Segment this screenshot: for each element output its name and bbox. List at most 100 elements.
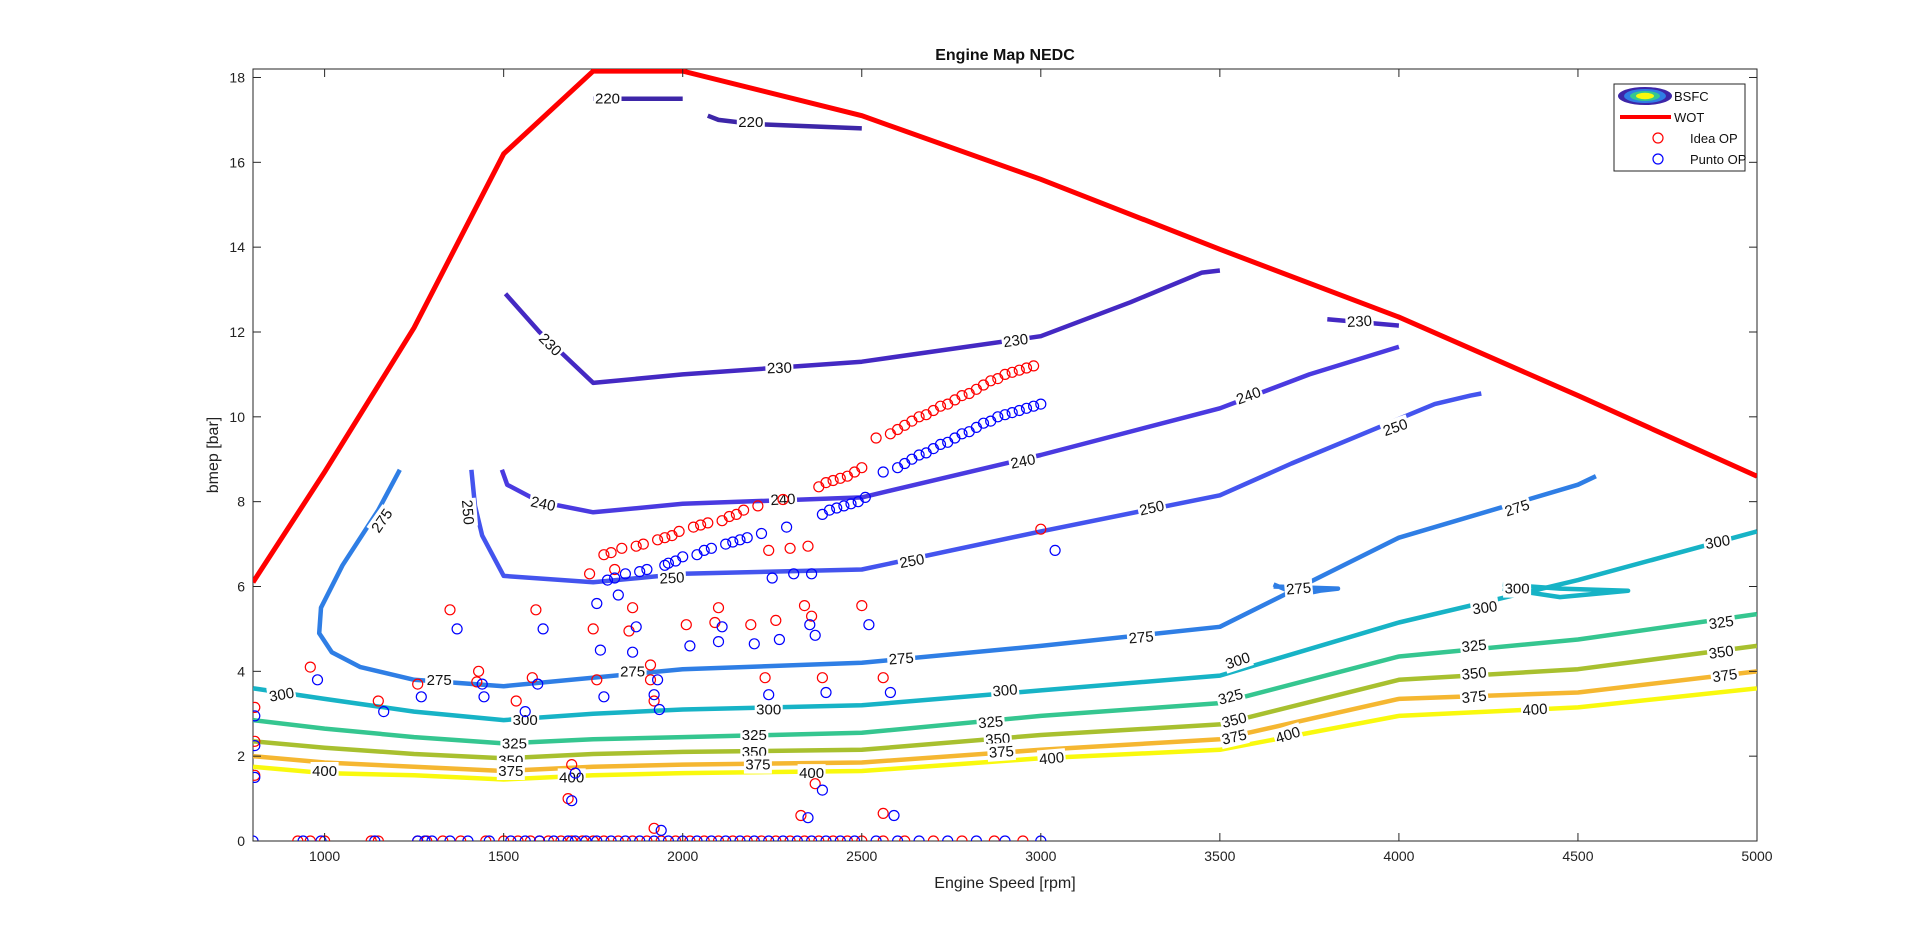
punto-op-point xyxy=(734,534,746,546)
idea-op-point xyxy=(587,623,599,635)
operating-points xyxy=(253,360,1061,841)
contour-label-400: 400 xyxy=(1274,724,1303,748)
idea-op-point xyxy=(542,835,554,841)
contour-label-group: 300 xyxy=(1503,579,1532,598)
contour-label-group: 325 xyxy=(975,712,1006,733)
idea-op-point xyxy=(609,563,621,576)
punto-op-point xyxy=(619,568,632,580)
idea-op-point xyxy=(480,835,492,841)
idea-op-point xyxy=(524,835,537,841)
contour-label-400: 400 xyxy=(1522,701,1548,720)
y-axis-title: bmep [bar] xyxy=(205,417,222,493)
contour-label-230: 230 xyxy=(1347,313,1373,331)
idea-op-point xyxy=(798,599,811,612)
red-circle-marker-icon xyxy=(1652,132,1664,144)
y-tick-label: 2 xyxy=(237,748,245,764)
punto-op-point xyxy=(705,835,717,841)
punto-op-point xyxy=(426,835,438,841)
idea-op-point xyxy=(727,835,739,841)
contour-label-group: 250 xyxy=(1136,496,1168,520)
idea-op-point xyxy=(770,614,782,627)
punto-op-point xyxy=(609,572,621,584)
contour-label-bg xyxy=(736,113,765,131)
contour-label-bg xyxy=(1706,641,1737,664)
contour-label-bg xyxy=(1459,663,1489,684)
contour-label-bg xyxy=(1520,699,1550,720)
punto-op-point xyxy=(451,623,463,635)
punto-op-point xyxy=(1013,404,1025,417)
contour-label-group: 325 xyxy=(1706,611,1737,634)
idea-op-point xyxy=(712,602,725,614)
contour-label-group: 375 xyxy=(1709,664,1740,687)
idea-op-point xyxy=(591,674,603,686)
punto-op-point xyxy=(537,623,549,635)
idea-op-point xyxy=(956,390,968,402)
contour-label-400: 400 xyxy=(799,765,824,782)
idea-op-point xyxy=(444,604,456,616)
punto-op-point xyxy=(253,740,261,752)
contour-label-bg xyxy=(1345,311,1374,332)
idea-op-point xyxy=(253,735,261,747)
x-tick-label: 2000 xyxy=(667,848,698,864)
contour-label-bg xyxy=(754,700,783,719)
x-tick-label: 1000 xyxy=(309,848,340,864)
contour-label-group: 240 xyxy=(768,489,798,510)
contour-label-400: 400 xyxy=(559,769,584,786)
punto-op-point xyxy=(601,574,614,586)
contour-label-group: 250 xyxy=(896,549,928,573)
contour-label-group: 240 xyxy=(527,492,559,516)
contour-label-240: 240 xyxy=(770,491,796,509)
punto-op-point xyxy=(566,795,578,807)
contour-label-bg xyxy=(266,683,297,706)
contour-label-group: 230 xyxy=(765,358,794,378)
idea-op-point xyxy=(813,835,825,841)
y-tick-label: 4 xyxy=(237,663,245,679)
idea-op-point xyxy=(587,835,599,841)
contour-label-220: 220 xyxy=(738,114,763,131)
contour-label-bg xyxy=(500,734,529,753)
idea-op-point xyxy=(644,659,657,671)
punto-op-point xyxy=(519,705,531,718)
punto-op-point xyxy=(791,835,803,841)
contour-line-220-1 xyxy=(706,113,862,131)
punto-op-point xyxy=(838,500,850,512)
contour-label-bg xyxy=(740,726,769,744)
punto-op-point xyxy=(763,689,775,701)
contour-label-group: 240 xyxy=(1007,449,1039,473)
contour-label-240: 240 xyxy=(529,493,557,515)
contour-label-bg xyxy=(527,492,559,516)
punto-op-point xyxy=(780,521,793,533)
contour-label-300: 300 xyxy=(268,685,296,706)
idea-op-point xyxy=(583,568,596,580)
idea-op-point xyxy=(770,835,782,841)
idea-op-point xyxy=(1035,523,1047,535)
contour-label-220: 220 xyxy=(595,91,620,108)
punto-op-point xyxy=(253,710,261,722)
punto-op-point xyxy=(1035,398,1047,410)
punto-op-point xyxy=(626,646,639,658)
idea-op-point xyxy=(651,534,664,546)
legend-label-bsfc: BSFC xyxy=(1674,89,1709,104)
idea-op-point xyxy=(627,835,639,841)
punto-op-point xyxy=(1027,400,1040,412)
idea-op-point xyxy=(648,822,660,834)
contour-label-bg xyxy=(1283,578,1314,599)
punto-op-point xyxy=(748,835,760,841)
contour-line-375-0 xyxy=(253,669,1757,774)
contour-label-group: 400 xyxy=(1271,722,1304,748)
punto-op-point xyxy=(532,678,544,690)
contour-label-group: 275 xyxy=(1501,495,1534,521)
punto-op-point xyxy=(412,835,424,841)
contour-line-350-0 xyxy=(253,643,1757,761)
contour-label-325: 325 xyxy=(1461,637,1488,657)
punto-op-point xyxy=(419,835,431,841)
idea-op-point xyxy=(555,835,567,841)
contour-label-240: 240 xyxy=(1009,451,1037,472)
contour-label-group: 275 xyxy=(886,648,916,669)
idea-op-point xyxy=(598,549,610,561)
punto-op-point xyxy=(1006,407,1018,419)
punto-op-point xyxy=(727,536,739,548)
contour-label-group: 325 xyxy=(1459,635,1489,657)
idea-op-point xyxy=(834,472,846,484)
idea-op-point xyxy=(737,504,750,516)
